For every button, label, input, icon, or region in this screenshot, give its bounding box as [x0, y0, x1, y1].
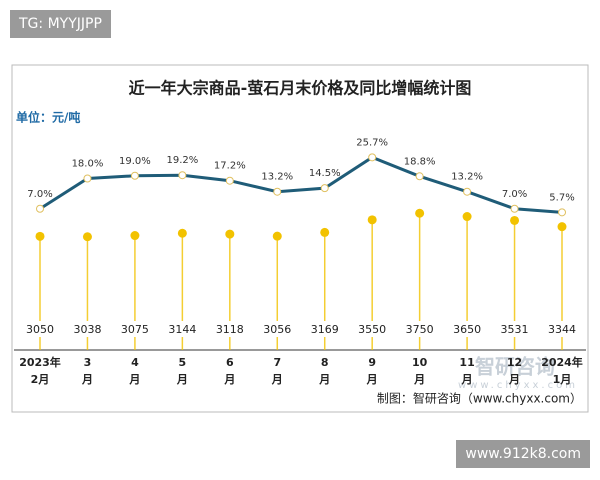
value-label: 13.2% — [451, 172, 483, 183]
value-label: 7.0% — [27, 189, 52, 200]
dot — [367, 215, 377, 225]
marker — [463, 187, 472, 196]
source: 制图：智研咨询（www.chyxx.com） — [377, 391, 582, 406]
value-label: 3075 — [121, 323, 149, 336]
x-tick-label: 10 月 — [411, 356, 428, 386]
x-tick-label: 11 月 — [459, 356, 475, 386]
marker — [320, 184, 329, 193]
dot — [35, 231, 45, 241]
dot — [272, 231, 282, 241]
marker — [558, 208, 566, 217]
x-tick-label: 5 月 — [176, 356, 188, 386]
dot — [82, 232, 92, 242]
unit-label: 单位：元/吨 — [16, 110, 80, 125]
marker — [178, 171, 187, 180]
value-label: 7.0% — [502, 189, 527, 200]
overlay-tag: TG: MYYJJPP — [10, 10, 111, 38]
value-label: 3650 — [453, 323, 481, 336]
marker — [510, 204, 519, 213]
line — [39, 155, 563, 214]
value-label: 18.8% — [404, 156, 436, 167]
label-bg — [305, 321, 344, 337]
overlay-url: www.912k8.com — [456, 440, 590, 468]
value-label: 3750 — [406, 323, 434, 336]
dot — [557, 222, 567, 232]
marker — [273, 187, 282, 196]
label-bg — [400, 321, 439, 337]
value-label: 17.2% — [214, 161, 246, 172]
value-label: 3144 — [168, 323, 196, 336]
x-tick-label: 4 月 — [129, 356, 141, 386]
marker — [83, 174, 92, 183]
label-bg — [21, 321, 59, 337]
dot — [177, 228, 187, 238]
marker — [36, 204, 44, 213]
x-tick-label: 8 月 — [319, 356, 331, 386]
label-bg — [163, 321, 202, 337]
value-label: 19.2% — [166, 155, 198, 166]
dot — [510, 215, 520, 225]
x-tick-label: 7 月 — [271, 356, 283, 386]
value-label: 19.0% — [119, 156, 151, 167]
dot — [462, 212, 472, 222]
value-label: 3550 — [358, 323, 386, 336]
value-label: 14.5% — [309, 168, 341, 179]
label-bg — [495, 321, 534, 337]
label-bg — [353, 321, 392, 337]
x-tick-label: 2024年 1月 — [541, 356, 583, 386]
watermark-url: www.chyxx.com — [458, 380, 578, 391]
dot — [130, 231, 140, 241]
marker — [415, 172, 424, 181]
marker — [130, 171, 139, 180]
dot — [415, 208, 425, 218]
chart-frame — [11, 64, 589, 413]
value-label: 3050 — [26, 323, 54, 336]
value-label: 13.2% — [261, 172, 293, 183]
dot — [225, 229, 235, 239]
marker — [225, 176, 234, 185]
label-bg — [115, 321, 154, 337]
value-label: 3118 — [216, 323, 244, 336]
value-label: 3344 — [548, 323, 576, 336]
label-bg — [68, 321, 107, 337]
value-label: 18.0% — [72, 159, 104, 170]
marker — [368, 153, 377, 162]
x-tick-label: 12 月 — [506, 356, 523, 386]
x-tick-label: 3 月 — [81, 356, 93, 386]
x-tick-label: 2023年 2月 — [19, 356, 61, 386]
x-tick-label: 6 月 — [224, 356, 236, 386]
value-label: 3056 — [263, 323, 291, 336]
value-label: 3038 — [73, 323, 101, 336]
x-tick-label: 9 月 — [366, 356, 378, 386]
value-label: 3531 — [501, 323, 529, 336]
label-bg — [210, 321, 249, 337]
watermark: 智研咨询 — [475, 355, 555, 379]
value-label: 3169 — [311, 323, 339, 336]
label-bg — [258, 321, 297, 337]
label-bg — [543, 321, 581, 337]
dot — [320, 227, 330, 237]
label-bg — [448, 321, 487, 337]
value-label: 25.7% — [356, 137, 388, 148]
value-label: 5.7% — [549, 192, 574, 203]
chart-title: 近一年大宗商品-萤石月末价格及同比增幅统计图 — [129, 79, 472, 98]
